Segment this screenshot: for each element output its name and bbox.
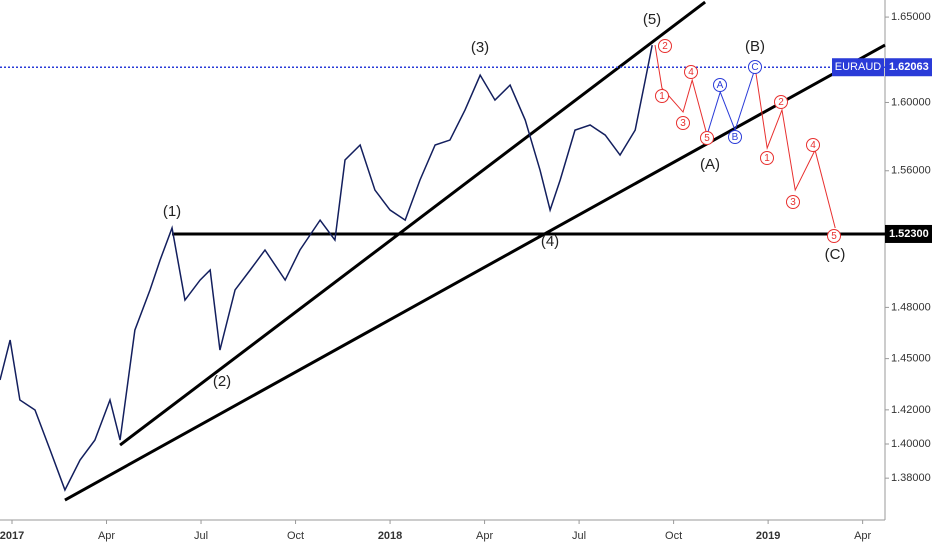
- wave-circle-label: 2: [778, 97, 784, 108]
- wave-circle-label: 4: [810, 140, 816, 151]
- wave-circle-label: 1: [659, 91, 665, 102]
- wave-label: (5): [643, 11, 661, 28]
- wave-circle-label: 3: [790, 197, 796, 208]
- symbol-tag: [832, 58, 884, 77]
- level-tag-label: 1.52300: [889, 228, 929, 240]
- wave-circle: [658, 39, 672, 53]
- wave-circle: [713, 78, 727, 92]
- wave-label: (B): [745, 38, 765, 55]
- wave-label: (A): [700, 156, 720, 173]
- wave-circle-label: A: [717, 80, 724, 91]
- wave-circle: [827, 229, 841, 243]
- trendline: [119, 0, 707, 447]
- wave-circle-label: 4: [688, 67, 694, 78]
- y-tick-label: 1.48000: [891, 301, 931, 313]
- y-tick-label: 1.60000: [891, 96, 931, 108]
- x-tick-label: Oct: [287, 530, 304, 542]
- symbol-label: EURAUD: [835, 61, 882, 73]
- x-tick-label: Apr: [854, 530, 871, 542]
- wave-circle-label: 3: [680, 118, 686, 129]
- x-tick-label: Apr: [98, 530, 115, 542]
- wave-label: (1): [163, 203, 181, 220]
- wave-circle: [684, 65, 698, 79]
- wave-circle: [760, 151, 774, 165]
- x-tick-label: 2017: [0, 530, 24, 542]
- wave-label: (3): [471, 39, 489, 56]
- level-tag: [885, 224, 932, 243]
- price-line: [0, 44, 653, 492]
- trendline: [64, 43, 886, 502]
- x-tick-label: 2019: [756, 530, 780, 542]
- wave-circle: [676, 116, 690, 130]
- wave-circle: [728, 130, 742, 144]
- wave-label: (2): [213, 373, 231, 390]
- price-tag: [885, 58, 932, 77]
- wave-circle-label: 5: [831, 231, 837, 242]
- wave-circle: [774, 95, 788, 109]
- y-tick-label: 1.38000: [891, 472, 931, 484]
- wave-projection: [654, 45, 708, 136]
- wave-circle: [806, 138, 820, 152]
- price-tag-label: 1.62063: [889, 61, 929, 73]
- wave-circle: [748, 60, 762, 74]
- x-tick-label: Oct: [665, 530, 682, 542]
- y-tick-label: 1.56000: [891, 165, 931, 177]
- wave-circle-label: 1: [764, 153, 770, 164]
- x-tick-label: Apr: [476, 530, 493, 542]
- y-tick-label: 1.40000: [891, 438, 931, 450]
- x-tick-label: Jul: [194, 530, 208, 542]
- wave-circle-label: C: [751, 62, 758, 73]
- wave-circle-label: 2: [662, 41, 668, 52]
- wave-circle: [786, 195, 800, 209]
- wave-projection: [706, 67, 756, 136]
- y-tick-label: 1.42000: [891, 404, 931, 416]
- x-tick-label: Jul: [572, 530, 586, 542]
- wave-label: (4): [541, 233, 559, 250]
- wave-label: (C): [825, 246, 846, 263]
- wave-circle: [700, 131, 714, 145]
- wave-projection: [754, 68, 836, 229]
- y-tick-label: 1.65000: [891, 11, 931, 23]
- wave-circle-label: 5: [704, 133, 710, 144]
- wave-circle-label: B: [732, 132, 739, 143]
- y-tick-label: 1.45000: [891, 353, 931, 365]
- wave-circle: [655, 89, 669, 103]
- x-tick-label: 2018: [378, 530, 402, 542]
